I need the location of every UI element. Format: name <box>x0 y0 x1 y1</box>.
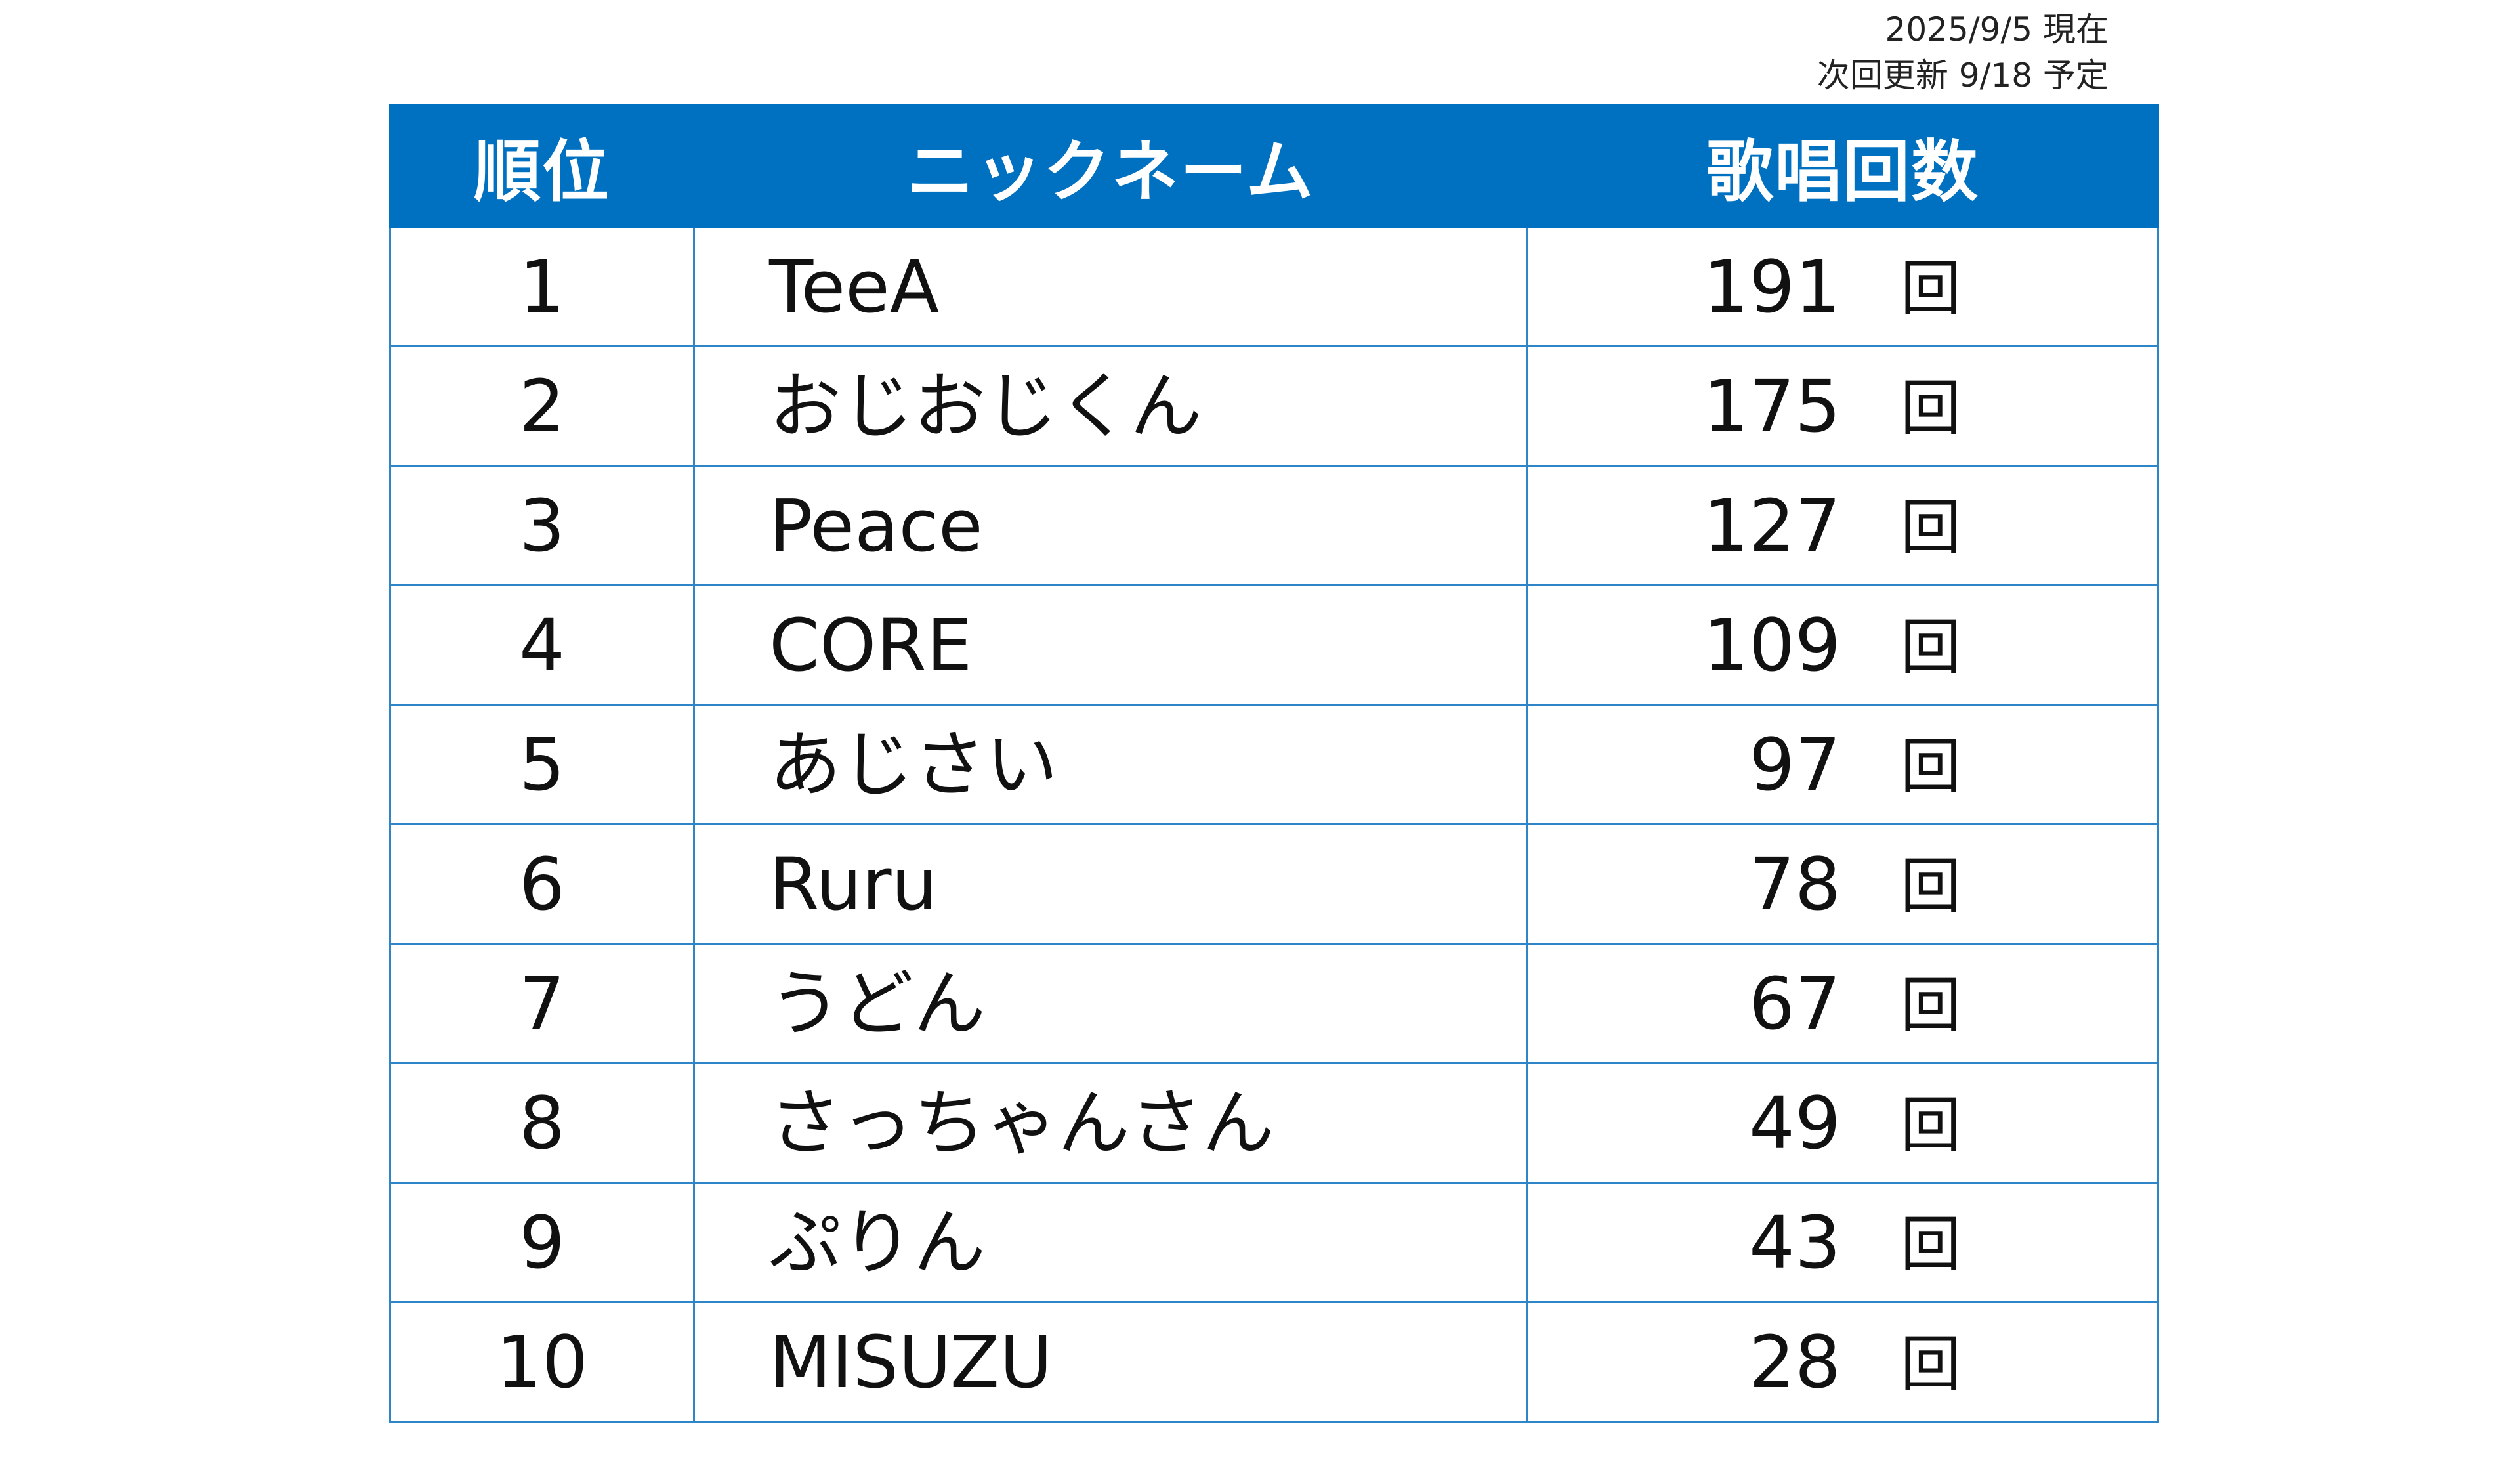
nickname-cell: Peace <box>693 465 1528 586</box>
count-unit: 回 <box>1900 253 1962 324</box>
count-unit: 回 <box>1900 851 1962 922</box>
table-row: 5 あじさい 97 回 <box>389 704 2159 825</box>
count-cell: 127 回 <box>1526 465 2159 586</box>
count-unit: 回 <box>1900 970 1962 1041</box>
count-value: 127 <box>1703 483 1841 568</box>
nickname-cell: CORE <box>693 584 1528 706</box>
table-row: 1 TeeA 191 回 <box>389 226 2159 347</box>
next-update: 次回更新 9/18 予定 <box>1816 56 2109 95</box>
count-value: 191 <box>1703 244 1841 329</box>
count-cell: 175 回 <box>1526 345 2159 467</box>
rank-cell: 2 <box>389 345 695 467</box>
count-cell: 97 回 <box>1526 704 2159 825</box>
count-cell: 78 回 <box>1526 823 2159 945</box>
header-count: 歌唱回数 <box>1526 104 2159 228</box>
table-row: 9 ぷりん 43 回 <box>389 1182 2159 1303</box>
nickname-cell: ぷりん <box>693 1182 1528 1303</box>
table-row: 7 うどん 67 回 <box>389 943 2159 1064</box>
rank-cell: 9 <box>389 1182 695 1303</box>
count-unit: 回 <box>1900 1329 1962 1400</box>
nickname-cell: あじさい <box>693 704 1528 825</box>
count-value: 49 <box>1749 1081 1841 1165</box>
ranking-table: 順位 ニックネーム 歌唱回数 1 TeeA 191 回 2 おじおじくん 175… <box>389 104 2159 1423</box>
nickname-cell: Ruru <box>693 823 1528 945</box>
table-row: 8 さっちゃんさん 49 回 <box>389 1062 2159 1184</box>
count-cell: 67 回 <box>1526 943 2159 1064</box>
table-row: 10 MISUZU 28 回 <box>389 1301 2159 1423</box>
nickname-cell: さっちゃんさん <box>693 1062 1528 1184</box>
rank-cell: 5 <box>389 704 695 825</box>
count-unit: 回 <box>1900 1209 1962 1280</box>
rank-cell: 8 <box>389 1062 695 1184</box>
header-nickname: ニックネーム <box>693 104 1528 228</box>
table-row: 4 CORE 109 回 <box>389 584 2159 706</box>
count-cell: 43 回 <box>1526 1182 2159 1303</box>
count-value: 43 <box>1749 1200 1841 1285</box>
nickname-cell: TeeA <box>693 226 1528 347</box>
current-date: 2025/9/5 現在 <box>1885 11 2109 49</box>
rank-cell: 4 <box>389 584 695 706</box>
rank-cell: 3 <box>389 465 695 586</box>
nickname-cell: おじおじくん <box>693 345 1528 467</box>
nickname-cell: うどん <box>693 943 1528 1064</box>
count-cell: 49 回 <box>1526 1062 2159 1184</box>
rank-cell: 6 <box>389 823 695 945</box>
nickname-cell: MISUZU <box>693 1301 1528 1423</box>
update-info: 2025/9/5 現在 次回更新 9/18 予定 <box>1584 7 2109 98</box>
count-unit: 回 <box>1900 492 1962 563</box>
table-row: 6 Ruru 78 回 <box>389 823 2159 945</box>
rank-cell: 7 <box>389 943 695 1064</box>
count-unit: 回 <box>1900 612 1962 683</box>
table-row: 3 Peace 127 回 <box>389 465 2159 586</box>
count-cell: 28 回 <box>1526 1301 2159 1423</box>
count-unit: 回 <box>1900 373 1962 444</box>
count-unit: 回 <box>1900 1090 1962 1161</box>
count-value: 28 <box>1749 1319 1841 1404</box>
table-row: 2 おじおじくん 175 回 <box>389 345 2159 467</box>
header-rank: 順位 <box>389 104 695 228</box>
count-cell: 191 回 <box>1526 226 2159 347</box>
count-value: 78 <box>1749 842 1841 926</box>
rank-cell: 1 <box>389 226 695 347</box>
header-row: 順位 ニックネーム 歌唱回数 <box>389 104 2159 228</box>
count-unit: 回 <box>1900 731 1962 802</box>
rank-cell: 10 <box>389 1301 695 1423</box>
count-value: 97 <box>1749 722 1841 807</box>
count-value: 67 <box>1749 961 1841 1046</box>
count-cell: 109 回 <box>1526 584 2159 706</box>
count-value: 109 <box>1703 603 1841 687</box>
count-value: 175 <box>1703 364 1841 448</box>
